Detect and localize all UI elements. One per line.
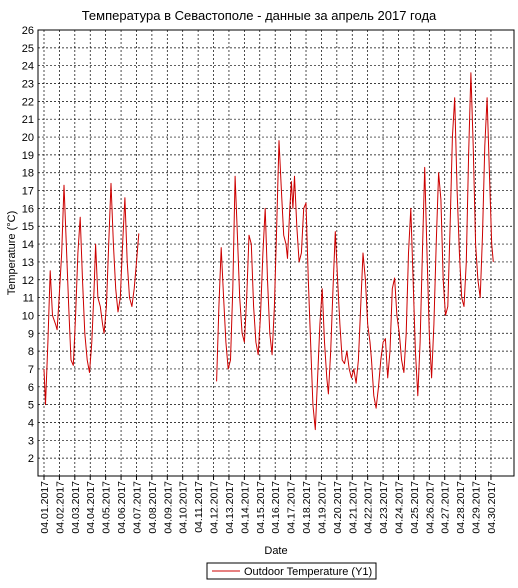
x-tick-label: 04.24.2017	[393, 481, 405, 534]
y-tick-label: 9	[28, 328, 34, 340]
chart-title: Температура в Севастополе - данные за ап…	[82, 8, 437, 23]
y-tick-label: 14	[22, 239, 34, 251]
y-tick-label: 12	[22, 275, 34, 287]
x-axis-label: Date	[264, 545, 287, 557]
y-tick-label: 10	[22, 310, 34, 322]
x-tick-label: 04.12.2017	[209, 481, 221, 534]
y-tick-label: 23	[22, 79, 34, 91]
x-tick-label: 04.04.2017	[85, 481, 97, 534]
plot-border	[37, 29, 515, 477]
x-tick-label: 04.13.2017	[224, 481, 236, 534]
legend: Outdoor Temperature (Y1)	[206, 562, 377, 580]
x-tick-label: 04.06.2017	[116, 481, 128, 534]
legend-series-label: Outdoor Temperature (Y1)	[244, 566, 372, 578]
y-tick-label: 8	[28, 346, 34, 358]
y-tick-label: 3	[28, 435, 34, 447]
y-axis-label: Temperature (°C)	[6, 211, 18, 295]
y-tick-label: 6	[28, 382, 34, 394]
y-tick-label: 26	[22, 25, 34, 37]
y-tick-label: 24	[22, 61, 34, 73]
y-tick-label: 4	[28, 417, 34, 429]
x-tick-label: 04.14.2017	[239, 481, 251, 534]
x-tick-label: 04.01.2017	[39, 481, 51, 534]
x-tick-label: 04.28.2017	[455, 481, 467, 534]
y-tick-label: 16	[22, 203, 34, 215]
y-tick-label: 25	[22, 43, 34, 55]
x-tick-label: 04.05.2017	[101, 481, 113, 534]
y-tick-label: 22	[22, 96, 34, 108]
y-tick-label: 7	[28, 364, 34, 376]
x-tick-label: 04.20.2017	[332, 481, 344, 534]
y-tick-label: 15	[22, 221, 34, 233]
x-tick-label: 04.11.2017	[193, 481, 205, 533]
x-axis-ticks: 04.01.2017 04.02.2017 04.03.2017 04.04.2017…	[39, 476, 498, 534]
x-tick-label: 04.25.2017	[409, 481, 421, 534]
y-tick-label: 2	[28, 453, 34, 465]
legend-box	[206, 562, 377, 580]
x-tick-label: 04.15.2017	[255, 481, 267, 534]
y-tick-label: 19	[22, 150, 34, 162]
x-tick-label: 04.10.2017	[178, 481, 190, 534]
x-tick-label: 04.08.2017	[147, 481, 159, 534]
x-tick-label: 04.03.2017	[70, 481, 82, 534]
x-tick-label: 04.22.2017	[363, 481, 375, 534]
x-tick-label: 04.26.2017	[424, 481, 436, 534]
y-tick-label: 11	[23, 293, 34, 305]
y-tick-label: 17	[22, 186, 34, 198]
series-line-segment	[43, 182, 140, 406]
y-tick-label: 13	[22, 257, 34, 269]
x-tick-label: 04.23.2017	[378, 481, 390, 534]
series-layer	[43, 72, 494, 431]
x-tick-label: 04.27.2017	[440, 481, 452, 534]
y-axis-ticks: 2345678910111213141516171819202122232425…	[22, 25, 34, 465]
x-tick-label: 04.16.2017	[270, 481, 282, 534]
x-tick-label: 04.17.2017	[286, 481, 298, 534]
y-tick-label: 18	[22, 168, 34, 180]
x-tick-label: 04.19.2017	[316, 481, 328, 534]
y-tick-label: 5	[28, 400, 34, 412]
x-tick-label: 04.30.2017	[486, 481, 498, 534]
x-tick-label: 04.29.2017	[471, 481, 483, 534]
x-tick-label: 04.02.2017	[54, 481, 66, 534]
x-tick-label: 04.07.2017	[131, 481, 143, 534]
series-line-segment	[216, 72, 494, 431]
y-tick-label: 21	[22, 114, 34, 126]
y-tick-label: 20	[22, 132, 34, 144]
x-tick-label: 04.21.2017	[347, 481, 359, 534]
x-tick-label: 04.09.2017	[162, 481, 174, 534]
x-tick-label: 04.18.2017	[301, 481, 313, 534]
